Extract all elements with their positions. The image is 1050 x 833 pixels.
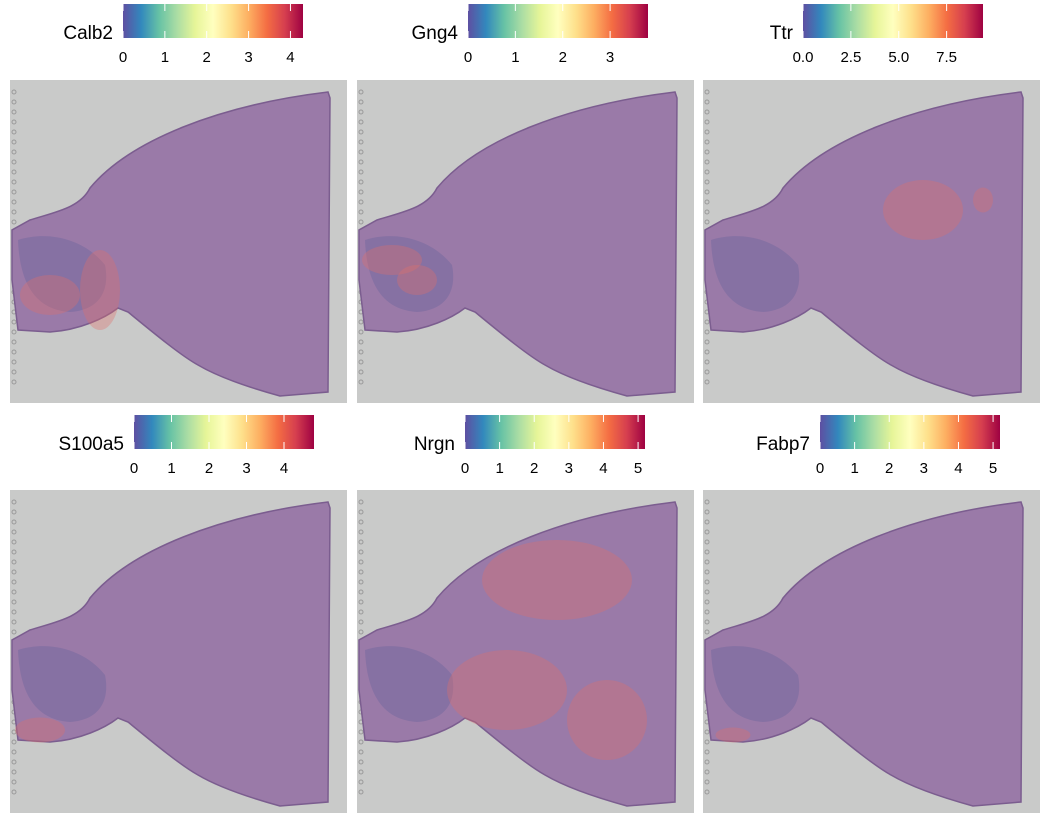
colorbar-tick-label: 2 (205, 460, 213, 477)
colorbar-tick-label: 0 (130, 460, 138, 477)
colorbar-tick-label: 3 (244, 49, 252, 66)
colorbar-tick-label: 0 (816, 460, 824, 477)
colorbar (803, 4, 983, 38)
colorbar-tick-label: 7.5 (936, 49, 957, 66)
tissue (358, 501, 678, 807)
colorbar-tick-label: 4 (954, 460, 962, 477)
legend-title: Calb2 (63, 23, 113, 44)
tissue (358, 91, 678, 397)
colorbar-tick-label: 5.0 (888, 49, 909, 66)
colorbar-tick-label: 4 (286, 49, 294, 66)
colorbar-tick-label: 5 (634, 460, 642, 477)
panel: Calb2 0 1 2 3 4 (10, 4, 347, 403)
colorbar-tick-label: 0 (119, 49, 127, 66)
tissue (11, 501, 331, 807)
legend-title: S100a5 (58, 434, 124, 455)
colorbar-tick-label: 2 (885, 460, 893, 477)
colorbar-tick-label: 1 (495, 460, 503, 477)
tissue (11, 91, 331, 397)
colorbar-tick-label: 3 (242, 460, 250, 477)
colorbar-tick-label: 0 (461, 460, 469, 477)
colorbar (465, 415, 645, 449)
tissue (704, 91, 1024, 397)
panel: Nrgn 0 1 2 3 4 5 (357, 415, 694, 813)
colorbar-tick-label: 0 (464, 49, 472, 66)
colorbar-tick-label: 1 (161, 49, 169, 66)
colorbar-tick-label: 1 (511, 49, 519, 66)
colorbar (134, 415, 314, 449)
panel: S100a5 0 1 2 3 4 (10, 415, 347, 813)
panel: Fabp7 0 1 2 3 4 5 (703, 415, 1040, 813)
legend-title: Gng4 (412, 23, 459, 44)
colorbar-tick-label: 3 (920, 460, 928, 477)
legend-title: Nrgn (414, 434, 455, 455)
colorbar-tick-label: 2.5 (840, 49, 861, 66)
panel: Ttr 0.0 2.5 5.0 7.5 (703, 4, 1040, 403)
tissue (704, 501, 1024, 807)
colorbar-tick-label: 1 (850, 460, 858, 477)
colorbar (468, 4, 648, 38)
colorbar-tick-label: 2 (203, 49, 211, 66)
colorbar-tick-label: 3 (565, 460, 573, 477)
colorbar-tick-label: 2 (530, 460, 538, 477)
colorbar-tick-label: 4 (280, 460, 288, 477)
legend-title: Fabp7 (756, 434, 810, 455)
colorbar-tick-label: 5 (989, 460, 997, 477)
colorbar-tick-label: 1 (167, 460, 175, 477)
colorbar-tick-label: 0.0 (793, 49, 814, 66)
colorbar (820, 415, 1000, 449)
panel: Gng4 0 1 2 3 (357, 4, 694, 403)
colorbar (123, 4, 303, 38)
colorbar-tick-label: 3 (606, 49, 614, 66)
colorbar-tick-label: 4 (599, 460, 607, 477)
colorbar-tick-label: 2 (559, 49, 567, 66)
legend-title: Ttr (770, 23, 794, 44)
